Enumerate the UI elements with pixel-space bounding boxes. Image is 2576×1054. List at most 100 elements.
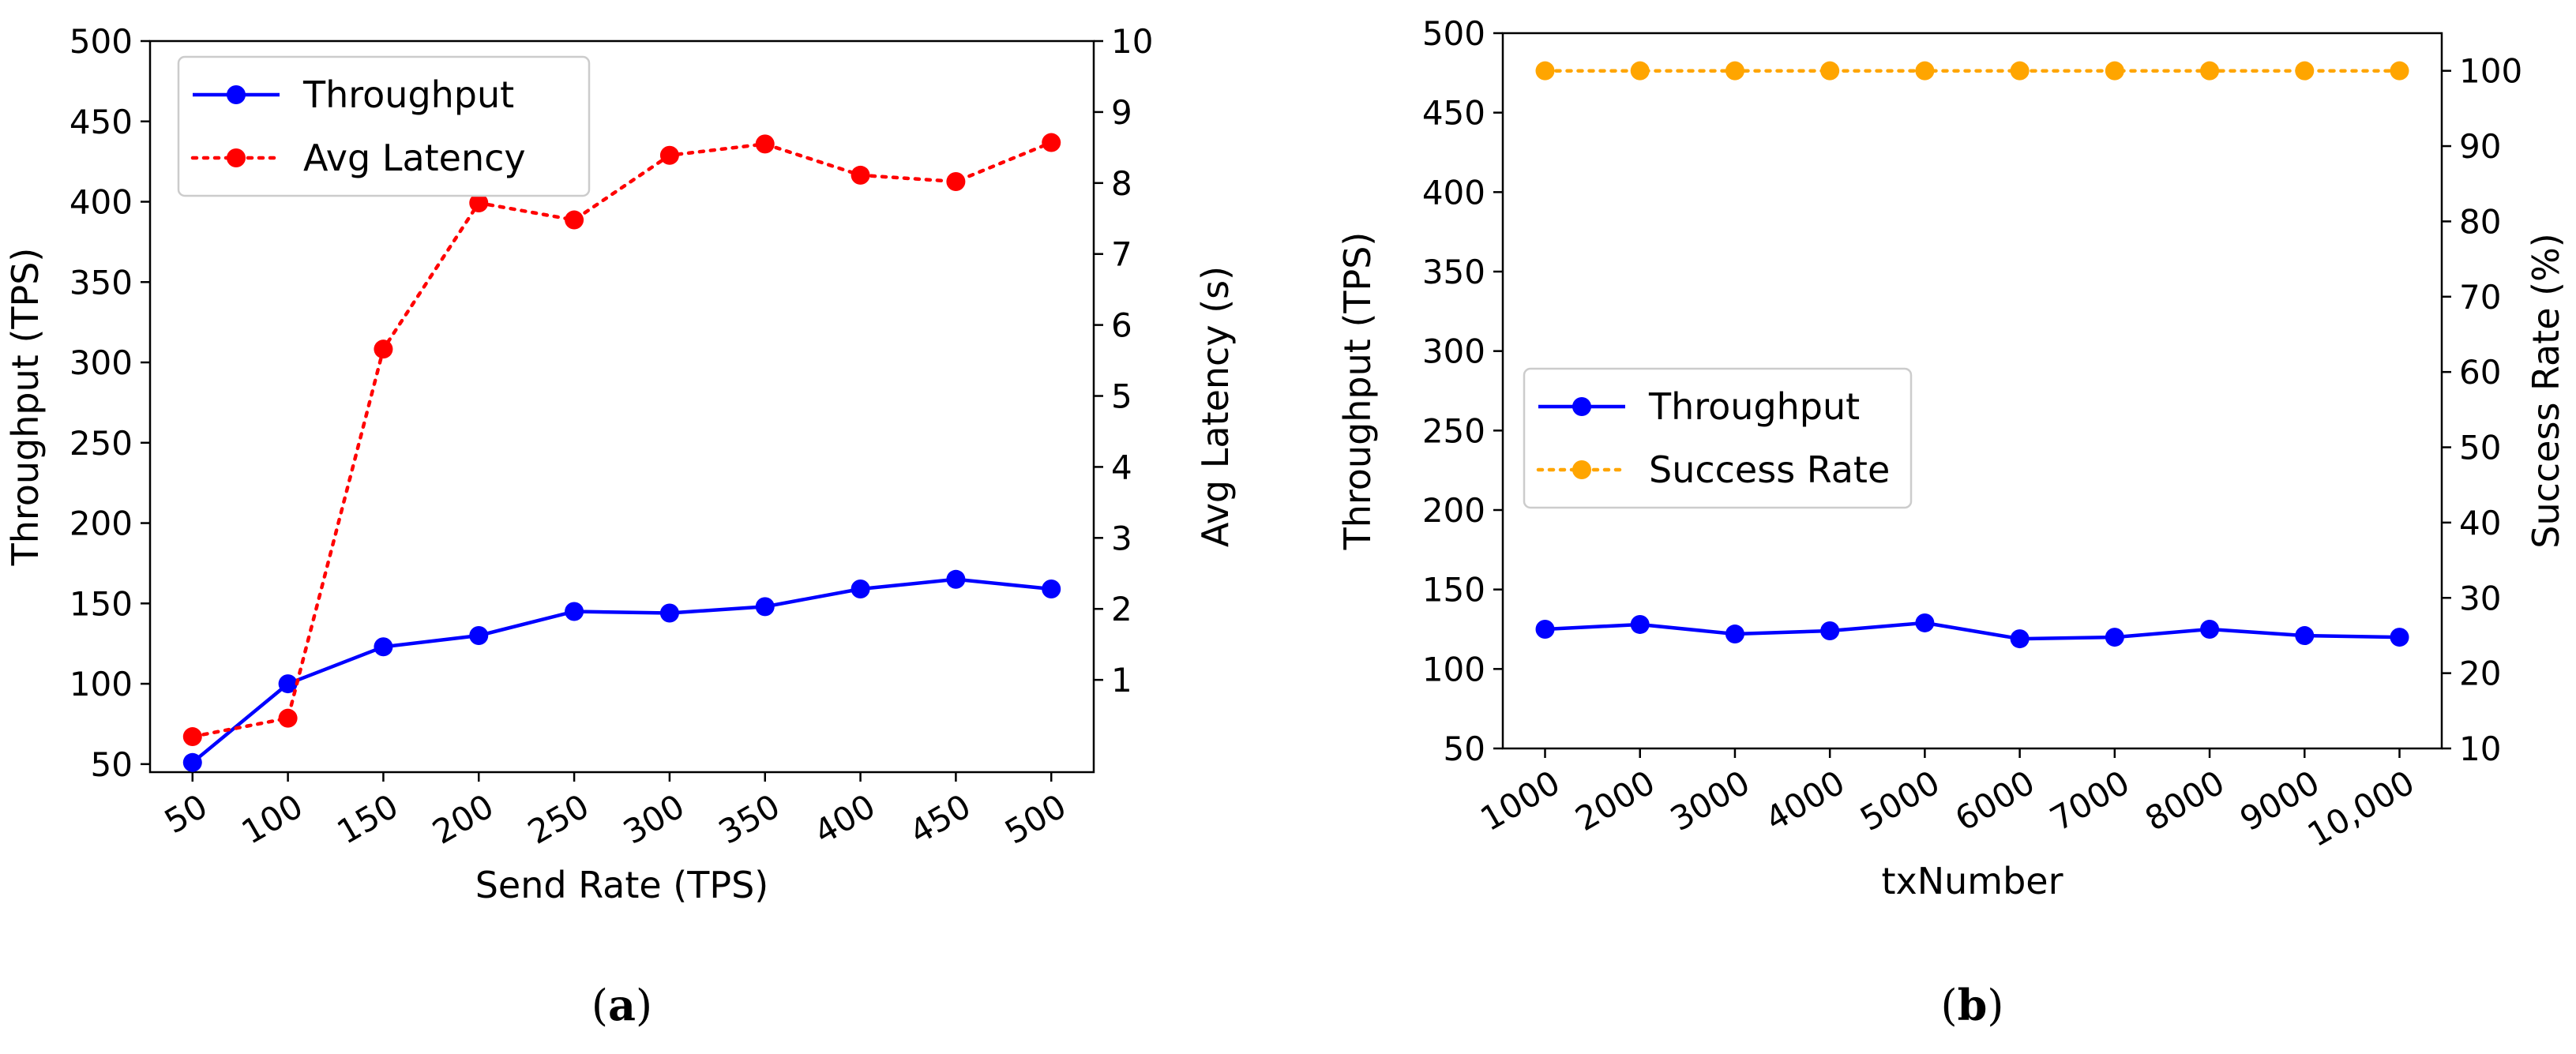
y-tick-label: 450 bbox=[69, 103, 133, 141]
data-point-throughput bbox=[659, 603, 679, 623]
y-tick-label: 300 bbox=[69, 343, 133, 382]
data-point-avg-latency bbox=[374, 339, 393, 359]
x-tick-label: 300 bbox=[617, 786, 691, 852]
legend-marker bbox=[1572, 397, 1591, 416]
data-point-throughput bbox=[1535, 620, 1555, 639]
x-tick-label: 6000 bbox=[1949, 763, 2041, 838]
legend-label: Throughput bbox=[1648, 385, 1860, 428]
x-axis-title: txNumber bbox=[1881, 860, 2063, 902]
y2-tick-label: 70 bbox=[2459, 278, 2501, 317]
panel-paren-close: ) bbox=[636, 981, 652, 1030]
legend-label: Avg Latency bbox=[303, 137, 526, 179]
panel-letter: b bbox=[1958, 980, 1988, 1030]
y2-tick-label: 10 bbox=[1111, 22, 1153, 61]
x-tick-label: 8000 bbox=[2139, 763, 2231, 838]
x-tick-label: 7000 bbox=[2044, 763, 2136, 838]
data-point-throughput bbox=[2200, 620, 2220, 639]
x-tick-label: 450 bbox=[903, 786, 977, 852]
y-axis-title: Throughput (TPS) bbox=[1336, 232, 1379, 551]
data-point-success-rate bbox=[1820, 61, 1840, 81]
y-tick-label: 100 bbox=[1422, 650, 1485, 688]
y2-tick-label: 9 bbox=[1111, 93, 1132, 132]
y2-axis-title: Success Rate (%) bbox=[2525, 233, 2567, 549]
y2-tick-label: 1 bbox=[1111, 661, 1132, 700]
x-tick-label: 100 bbox=[235, 786, 310, 852]
y2-tick-label: 6 bbox=[1111, 306, 1132, 345]
data-point-throughput bbox=[1725, 625, 1744, 644]
data-point-avg-latency bbox=[278, 708, 298, 728]
data-point-throughput bbox=[2105, 628, 2124, 647]
data-point-throughput bbox=[182, 752, 202, 772]
x-tick-label: 350 bbox=[712, 786, 787, 852]
data-point-throughput bbox=[2390, 628, 2409, 647]
y2-tick-label: 4 bbox=[1111, 448, 1132, 486]
x-tick-label: 2000 bbox=[1569, 763, 1662, 838]
data-point-throughput bbox=[374, 637, 393, 657]
plot-frame bbox=[148, 39, 1095, 774]
y-tick-label: 350 bbox=[1422, 253, 1485, 291]
panel-paren-open: ( bbox=[591, 981, 608, 1030]
y-tick-label: 200 bbox=[69, 504, 133, 543]
panel-letter: a bbox=[608, 980, 636, 1030]
data-point-success-rate bbox=[2390, 61, 2409, 81]
legend-box bbox=[177, 55, 591, 197]
y-tick-label: 250 bbox=[1422, 411, 1485, 450]
data-point-throughput bbox=[2010, 629, 2030, 649]
x-tick-label: 250 bbox=[521, 786, 595, 852]
x-tick-label: 5000 bbox=[1853, 763, 1946, 838]
legend-marker bbox=[227, 85, 246, 104]
series-line-throughput bbox=[1545, 621, 2400, 641]
legend-box bbox=[1523, 367, 1913, 509]
data-point-avg-latency bbox=[851, 165, 870, 185]
data-point-avg-latency bbox=[946, 172, 966, 192]
y-tick-label: 400 bbox=[69, 183, 133, 222]
legend-marker bbox=[227, 148, 246, 167]
panel-paren-close: ) bbox=[1987, 981, 2003, 1030]
y2-tick-label: 20 bbox=[2459, 655, 2501, 693]
x-axis-title: Send Rate (TPS) bbox=[475, 864, 769, 906]
y-tick-label: 500 bbox=[1422, 14, 1485, 53]
x-tick-label: 3000 bbox=[1664, 763, 1756, 838]
data-point-success-rate bbox=[2200, 61, 2220, 81]
data-point-success-rate bbox=[2010, 61, 2030, 81]
y2-tick-label: 60 bbox=[2459, 353, 2501, 392]
data-point-throughput bbox=[1820, 621, 1840, 641]
x-tick-label: 1000 bbox=[1474, 763, 1566, 838]
x-tick-label: 10,000 bbox=[2301, 763, 2421, 854]
y-tick-label: 50 bbox=[91, 745, 133, 784]
y-tick-label: 400 bbox=[1422, 173, 1485, 212]
data-point-avg-latency bbox=[1042, 133, 1061, 152]
data-point-avg-latency bbox=[659, 145, 679, 165]
data-point-throughput bbox=[1630, 614, 1650, 634]
y-tick-label: 150 bbox=[69, 584, 133, 623]
data-point-success-rate bbox=[1630, 61, 1650, 81]
y2-tick-label: 10 bbox=[2459, 730, 2501, 768]
data-point-throughput bbox=[946, 569, 966, 589]
data-point-throughput bbox=[278, 674, 298, 694]
series-line-throughput bbox=[191, 577, 1052, 764]
plot-frame bbox=[1501, 32, 2443, 750]
y2-tick-label: 90 bbox=[2459, 127, 2501, 166]
y-tick-label: 200 bbox=[1422, 491, 1485, 530]
chart-a: 50 100 150 200 250 300 350 400 450 500 1 2 3 4 5 6 7 8 9 10… bbox=[4, 22, 1237, 1030]
y-tick-label: 450 bbox=[1422, 94, 1485, 133]
x-tick-label: 500 bbox=[998, 786, 1072, 852]
legend-label: Success Rate bbox=[1649, 448, 1890, 491]
data-point-avg-latency bbox=[469, 193, 489, 212]
y-tick-label: 300 bbox=[1422, 332, 1485, 371]
data-point-success-rate bbox=[1915, 61, 1935, 81]
y-tick-label: 250 bbox=[69, 424, 133, 463]
x-tick-label: 4000 bbox=[1759, 763, 1851, 838]
panel-paren-open: ( bbox=[1941, 981, 1958, 1030]
y2-axis-title: Avg Latency (s) bbox=[1194, 266, 1237, 547]
y-axis-title: Throughput (TPS) bbox=[4, 248, 47, 567]
data-point-throughput bbox=[565, 602, 584, 621]
data-point-throughput bbox=[469, 626, 489, 646]
y2-tick-label: 50 bbox=[2459, 429, 2501, 467]
y2-tick-label: 30 bbox=[2459, 579, 2501, 617]
data-point-success-rate bbox=[1535, 61, 1555, 81]
series-line-avg-latency bbox=[190, 141, 1053, 739]
data-point-avg-latency bbox=[565, 210, 584, 230]
x-tick-label: 50 bbox=[158, 786, 214, 841]
